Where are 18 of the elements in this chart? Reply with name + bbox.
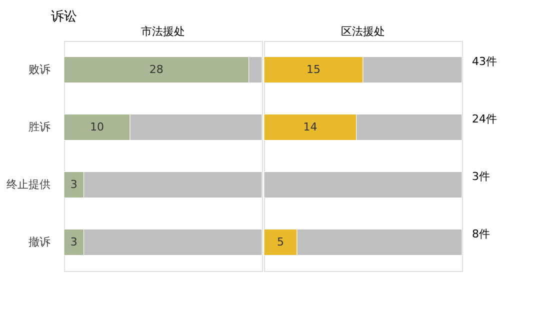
- data-label: 3: [70, 178, 78, 191]
- data-label: 15: [306, 62, 320, 76]
- data-label: 28: [149, 62, 164, 76]
- y-tick-label: 胜诉: [28, 120, 50, 134]
- y-tick-label: 终止提供: [6, 178, 50, 191]
- y-tick-label: 败诉: [28, 62, 50, 76]
- data-label: 10: [90, 120, 104, 134]
- chart-title: 诉讼: [51, 10, 77, 24]
- data-label: 5: [277, 235, 284, 248]
- y-tick-label: 撤诉: [28, 235, 50, 248]
- chart-subtitle: 区法援处: [341, 25, 385, 38]
- text: 43件: [472, 54, 497, 68]
- text: 3件: [472, 170, 490, 183]
- chart-subtitle: 市法援处: [141, 25, 185, 38]
- text: 24件: [472, 112, 497, 126]
- data-label: 14: [303, 120, 318, 134]
- text: 8件: [472, 227, 490, 240]
- data-label: 3: [70, 235, 78, 248]
